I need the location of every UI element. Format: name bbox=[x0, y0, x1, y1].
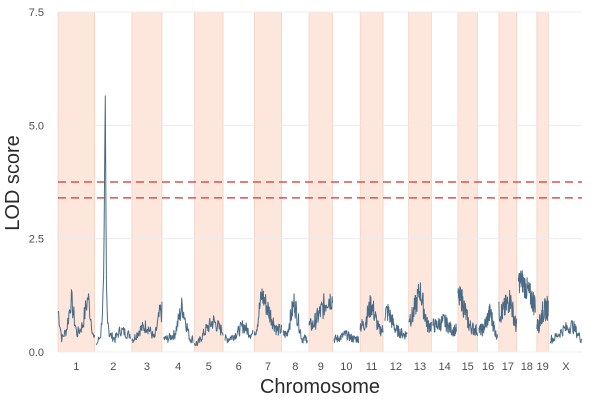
x-tick-label: 12 bbox=[390, 361, 402, 373]
x-tick-label: 13 bbox=[414, 361, 426, 373]
lod-trace-chr-7 bbox=[253, 288, 283, 336]
x-tick-label: 3 bbox=[144, 361, 150, 373]
lod-trace-chr-X bbox=[549, 320, 583, 344]
x-tick-label: 19 bbox=[536, 361, 548, 373]
x-tick-label: 9 bbox=[318, 361, 324, 373]
lod-trace-chr-19 bbox=[536, 295, 549, 334]
x-axis-title: Chromosome bbox=[260, 376, 380, 398]
x-tick-label: 15 bbox=[462, 361, 474, 373]
x-tick-label: 5 bbox=[206, 361, 212, 373]
lod-trace-chr-2 bbox=[95, 95, 131, 346]
lod-trace-chr-14 bbox=[432, 313, 457, 337]
x-tick-label: 17 bbox=[502, 361, 514, 373]
lod-trace-chr-3 bbox=[131, 301, 163, 344]
x-tick-layer: 1 2 3 4 5 6 7 8 9 10 11 12 13 14 15 16 17 18 19 X bbox=[73, 361, 570, 373]
x-tick-label: X bbox=[562, 361, 570, 373]
lod-trace-chr-12 bbox=[384, 303, 408, 340]
lod-trace-chr-11 bbox=[359, 295, 384, 337]
x-tick-label: 18 bbox=[521, 361, 533, 373]
lod-trace-chr-5 bbox=[194, 315, 224, 347]
lod-trace-chr-18 bbox=[517, 270, 536, 316]
lod-trace-chr-16 bbox=[478, 303, 498, 340]
x-tick-label: 8 bbox=[292, 361, 298, 373]
lod-trace-chr-9 bbox=[308, 293, 334, 331]
y-tick-label: 7.5 bbox=[29, 7, 44, 19]
x-tick-label: 6 bbox=[236, 361, 242, 373]
series-layer bbox=[57, 95, 583, 347]
x-tick-label: 4 bbox=[175, 361, 181, 373]
x-tick-label: 10 bbox=[340, 361, 352, 373]
y-axis-title: LOD score bbox=[2, 135, 24, 231]
lod-trace-chr-6 bbox=[224, 320, 254, 344]
x-tick-label: 7 bbox=[265, 361, 271, 373]
lod-trace-chr-15 bbox=[457, 286, 478, 337]
lod-trace-chr-17 bbox=[498, 289, 518, 332]
lod-trace-chr-1 bbox=[57, 289, 96, 343]
lod-trace-chr-4 bbox=[163, 297, 194, 344]
grid-layer bbox=[58, 11, 582, 353]
y-tick-label: 5.0 bbox=[29, 120, 44, 132]
x-tick-label: 11 bbox=[366, 361, 377, 373]
x-tick-label: 1 bbox=[73, 361, 79, 373]
x-tick-label: 2 bbox=[110, 361, 116, 373]
lod-trace-chr-8 bbox=[282, 293, 308, 344]
threshold-layer bbox=[58, 181, 582, 199]
lod-trace-chr-13 bbox=[408, 282, 432, 334]
y-tick-label: 0.0 bbox=[29, 347, 44, 359]
y-tick-layer: 0.0 2.5 5.0 7.5 bbox=[29, 7, 44, 359]
x-tick-label: 16 bbox=[482, 361, 494, 373]
y-tick-label: 2.5 bbox=[29, 234, 44, 246]
x-tick-label: 14 bbox=[439, 361, 451, 373]
lod-trace-chr-10 bbox=[333, 330, 360, 344]
